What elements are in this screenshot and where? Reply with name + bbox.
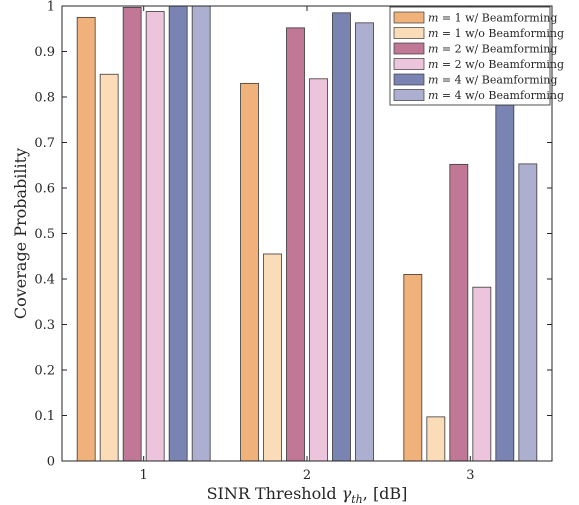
bar-series-3-cat-2	[286, 27, 305, 462]
y-axis: 0 0.1 0.2 0.3 0.4 0.5 0.6 0.7 0.8 0.9 1	[34, 0, 552, 470]
bar-series-5-cat-1	[168, 5, 188, 462]
legend-label: m = 2 w/ Beamforming	[428, 43, 557, 56]
x-tick-label: 3	[466, 468, 474, 483]
y-tick-label: 0.9	[34, 45, 55, 60]
bar-series-2-cat-2	[263, 253, 282, 462]
y-tick-label: 0.7	[34, 136, 55, 151]
x-axis-label: SINR Threshold γth, [dB]	[207, 484, 408, 505]
bar-series-6-cat-2	[355, 22, 374, 462]
y-axis-label: Coverage Probability	[11, 148, 30, 319]
bar-series-4-cat-3	[472, 286, 492, 462]
bar-series-5-cat-2	[332, 12, 351, 462]
x-tick-label: 2	[303, 468, 311, 483]
legend: m = 1 w/ Beamforming m = 1 w/o Beamformin…	[389, 6, 564, 106]
bar-series-4-cat-1	[145, 11, 165, 462]
bar-series-6-cat-1	[191, 5, 211, 462]
bar-series-3-cat-3	[449, 163, 469, 462]
x-axis: 1 2 3	[140, 6, 474, 483]
x-tick-label: 1	[140, 468, 148, 483]
legend-swatch	[393, 73, 425, 86]
bar-series-6-cat-3	[518, 163, 538, 462]
y-tick-label: 0.2	[34, 364, 55, 379]
y-tick-label: 1	[47, 0, 55, 15]
bar-series-4-cat-2	[309, 78, 328, 462]
y-tick-label: 0	[47, 455, 55, 470]
bar-series-2-cat-1	[99, 73, 119, 462]
legend-swatch	[393, 89, 425, 101]
legend-label: m = 4 w/o Beamforming	[428, 89, 564, 102]
bar-series-2-cat-3	[426, 416, 446, 462]
bar-series-3-cat-1	[122, 6, 142, 462]
legend-label: m = 2 w/o Beamforming	[428, 58, 564, 71]
legend-swatch	[393, 42, 425, 55]
y-tick-label: 0.8	[34, 91, 55, 106]
y-tick-label: 0.6	[34, 182, 55, 197]
y-tick-label: 0.1	[34, 409, 55, 424]
legend-swatch	[393, 11, 425, 24]
legend-swatch	[393, 58, 425, 70]
legend-label: m = 4 w/ Beamforming	[428, 74, 557, 87]
bar-series-5-cat-3	[495, 98, 515, 462]
y-tick-label: 0.5	[34, 227, 55, 242]
y-tick-label: 0.4	[34, 273, 55, 288]
bar-series-1-cat-3	[403, 274, 423, 462]
y-tick-label: 0.3	[34, 318, 55, 333]
legend-swatch	[393, 27, 425, 39]
bars-layer	[76, 5, 538, 462]
bar-series-1-cat-1	[76, 16, 96, 462]
bar-series-1-cat-2	[240, 82, 259, 462]
legend-label: m = 1 w/ Beamforming	[428, 12, 557, 25]
legend-label: m = 1 w/o Beamforming	[428, 27, 564, 40]
